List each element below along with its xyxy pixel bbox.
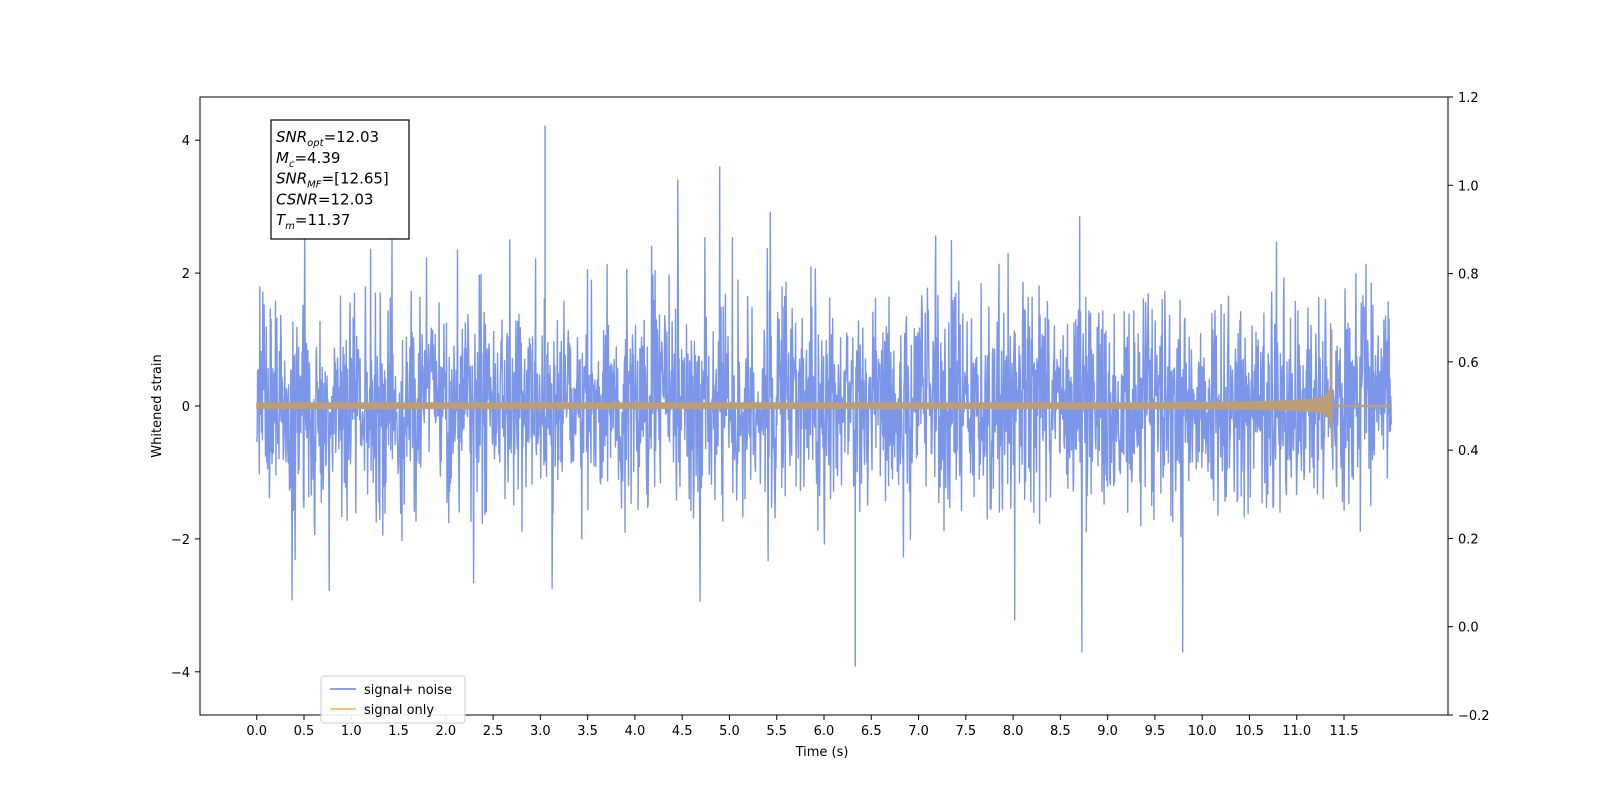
y2-tick-label: 0.4 bbox=[1458, 444, 1479, 459]
x-tick-label: 11.0 bbox=[1282, 724, 1311, 739]
y-axis-right: −0.2 0.0 0.2 0.4 0.6 0.8 1.0 1.2 bbox=[1448, 91, 1490, 724]
x-tick-label: 8.5 bbox=[1050, 724, 1071, 739]
y2-tick-label: 0.0 bbox=[1458, 621, 1479, 636]
x-tick-label: 0.0 bbox=[246, 724, 267, 739]
x-tick-label: 4.0 bbox=[625, 724, 646, 739]
legend: signal+ noise signal only bbox=[320, 675, 466, 724]
y-tick-label: −2 bbox=[171, 533, 190, 548]
x-tick-label: 7.0 bbox=[908, 724, 929, 739]
y-tick-label: −4 bbox=[171, 666, 190, 681]
signal-only-series bbox=[256, 329, 1392, 449]
legend-label: signal only bbox=[364, 703, 434, 718]
x-tick-label: 2.5 bbox=[483, 724, 504, 739]
y2-tick-label: 0.2 bbox=[1458, 532, 1479, 547]
annotation-line: Tm=11.37 bbox=[276, 211, 350, 232]
x-tick-label: 10.0 bbox=[1188, 724, 1217, 739]
y-tick-label: 0 bbox=[182, 400, 190, 415]
x-tick-label: 6.5 bbox=[861, 724, 882, 739]
legend-frame bbox=[320, 675, 466, 724]
signal-only-envelope bbox=[256, 366, 1392, 438]
x-tick-label: 9.5 bbox=[1145, 724, 1166, 739]
x-tick-label: 11.5 bbox=[1330, 724, 1359, 739]
x-tick-label: 1.5 bbox=[388, 724, 409, 739]
annotation-line: Mc=4.39 bbox=[276, 149, 340, 170]
y-tick-label: 4 bbox=[182, 134, 190, 149]
annotation-frame bbox=[270, 119, 410, 240]
x-axis-label: Time (s) bbox=[795, 745, 849, 760]
x-tick-label: 7.5 bbox=[955, 724, 976, 739]
x-tick-label: 1.0 bbox=[341, 724, 362, 739]
y2-tick-label: 1.0 bbox=[1458, 179, 1479, 194]
x-tick-label: 2.0 bbox=[435, 724, 456, 739]
x-tick-label: 9.0 bbox=[1097, 724, 1118, 739]
x-tick-label: 5.5 bbox=[766, 724, 787, 739]
x-tick-label: 4.5 bbox=[672, 724, 693, 739]
x-tick-label: 6.0 bbox=[814, 724, 835, 739]
annotation-line: CSNR=12.03 bbox=[276, 190, 373, 208]
x-tick-label: 10.5 bbox=[1235, 724, 1264, 739]
y2-tick-label: 0.8 bbox=[1458, 268, 1479, 283]
y2-tick-label: −0.2 bbox=[1458, 709, 1490, 724]
y2-tick-label: 0.6 bbox=[1458, 356, 1479, 371]
y-tick-label: 2 bbox=[182, 267, 190, 282]
x-tick-label: 5.0 bbox=[719, 724, 740, 739]
y-axis-label: Whitened strain bbox=[150, 354, 165, 457]
x-tick-label: 0.5 bbox=[294, 724, 315, 739]
x-axis: 0.0 0.5 1.0 1.5 2.0 2.5 3.0 3.5 4.0 4.5 5.0 5.5 6.0 6… bbox=[246, 715, 1358, 739]
annotation-box: SNRopt=12.03Mc=4.39SNRMF=[12.65]CSNR=12.… bbox=[270, 119, 410, 240]
y2-tick-label: 1.2 bbox=[1458, 91, 1479, 106]
y-axis-left: −4 −2 0 2 4 bbox=[171, 134, 200, 681]
x-tick-label: 3.5 bbox=[577, 724, 598, 739]
legend-label: signal+ noise bbox=[364, 683, 452, 698]
x-tick-label: 3.0 bbox=[530, 724, 551, 739]
annotation-line: SNRopt=12.03 bbox=[276, 128, 379, 149]
annotation-line: SNRMF=[12.65] bbox=[276, 170, 389, 191]
x-tick-label: 8.0 bbox=[1003, 724, 1024, 739]
